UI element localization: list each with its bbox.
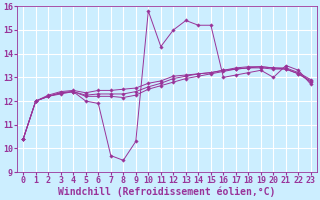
X-axis label: Windchill (Refroidissement éolien,°C): Windchill (Refroidissement éolien,°C)	[58, 187, 276, 197]
